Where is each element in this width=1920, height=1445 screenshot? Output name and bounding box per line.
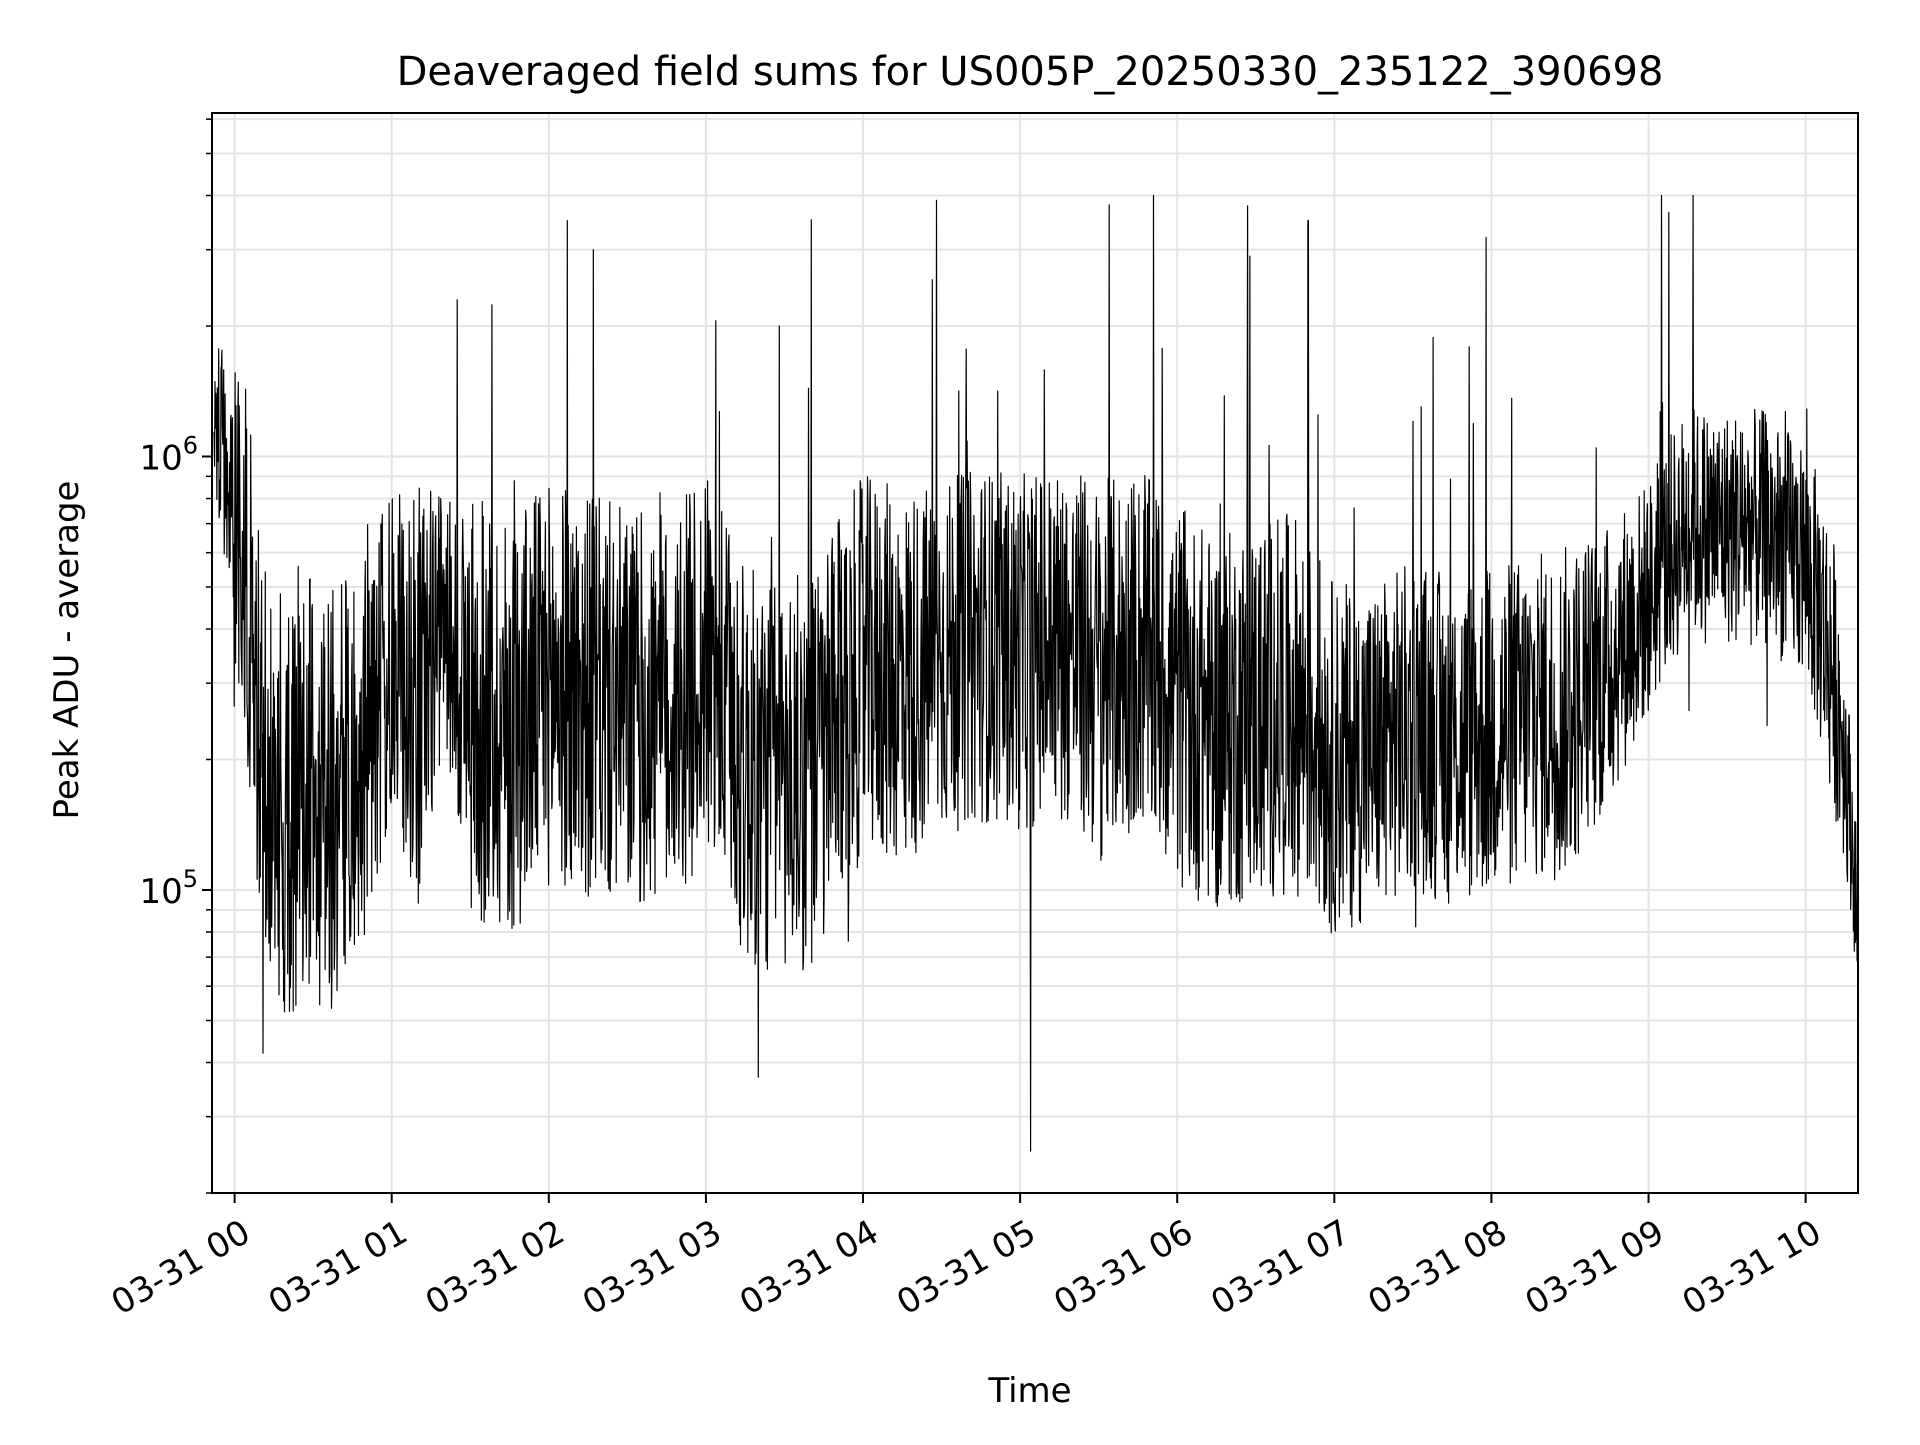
y-axis-label: Peak ADU - average bbox=[47, 481, 87, 820]
plot-frame bbox=[211, 112, 1859, 1194]
x-axis-label: Time bbox=[987, 1371, 1071, 1411]
chart-title: Deaveraged field sums for US005P_2025033… bbox=[397, 49, 1664, 95]
y-tick-label: 105 bbox=[139, 865, 198, 912]
series-line bbox=[213, 194, 1859, 1152]
series-layer bbox=[213, 194, 1859, 1152]
y-tick-label: 106 bbox=[139, 432, 198, 479]
